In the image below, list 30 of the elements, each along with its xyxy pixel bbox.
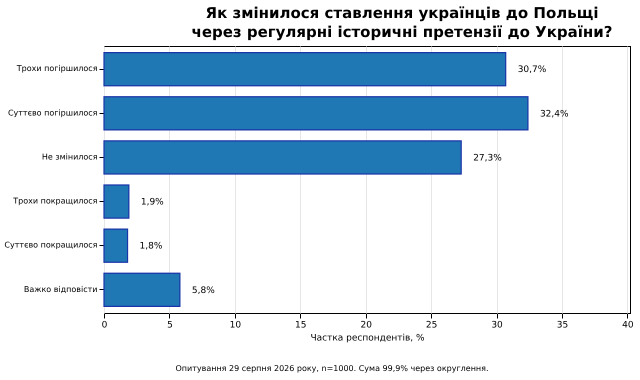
text: Опитування 29 серпня 2026 року, n=1000. Сума 99,9% через округлення.	[175, 364, 489, 373]
x-tick-label: 0	[102, 320, 108, 330]
bar	[103, 140, 462, 175]
x-tick-label: 10	[230, 320, 242, 330]
y-tick-label: Трохи погіршилося	[16, 64, 98, 74]
bar	[103, 96, 529, 130]
data-label: 32,4%	[540, 109, 569, 120]
bar	[103, 272, 180, 307]
x-tick-label: 25	[426, 320, 438, 330]
bar	[103, 184, 130, 219]
x-tick-label: 35	[556, 320, 568, 330]
chart-title: Як змінилося ставлення українців до Польщі через регулярні історичні претензії до України?	[192, 4, 612, 41]
data-label: 30,7%	[518, 65, 547, 76]
x-tick-label: 40	[622, 320, 634, 330]
data-label: 5,8%	[192, 286, 216, 296]
y-tick-label: Трохи покращилося	[12, 196, 98, 206]
x-tick-label: 30	[491, 320, 504, 330]
y-tick-label: Суттєво покращилося	[4, 240, 98, 250]
data-label: 27,3%	[473, 153, 502, 164]
data-label: 1,8%	[140, 242, 163, 252]
bar	[103, 52, 506, 86]
y-tick-label: Важко відповісти	[24, 284, 98, 294]
data-label: 1,9%	[140, 198, 164, 208]
x-tick-label: 5	[167, 320, 173, 330]
x-tick-label: 15	[295, 320, 306, 330]
y-tick-label: Суттєво погіршилося	[8, 108, 98, 118]
x-tick-label: 20	[360, 320, 372, 330]
bar	[103, 228, 128, 263]
y-tick-label: Не змінилося	[42, 152, 98, 162]
x-axis-title: Частка респондентів, %	[310, 334, 426, 344]
